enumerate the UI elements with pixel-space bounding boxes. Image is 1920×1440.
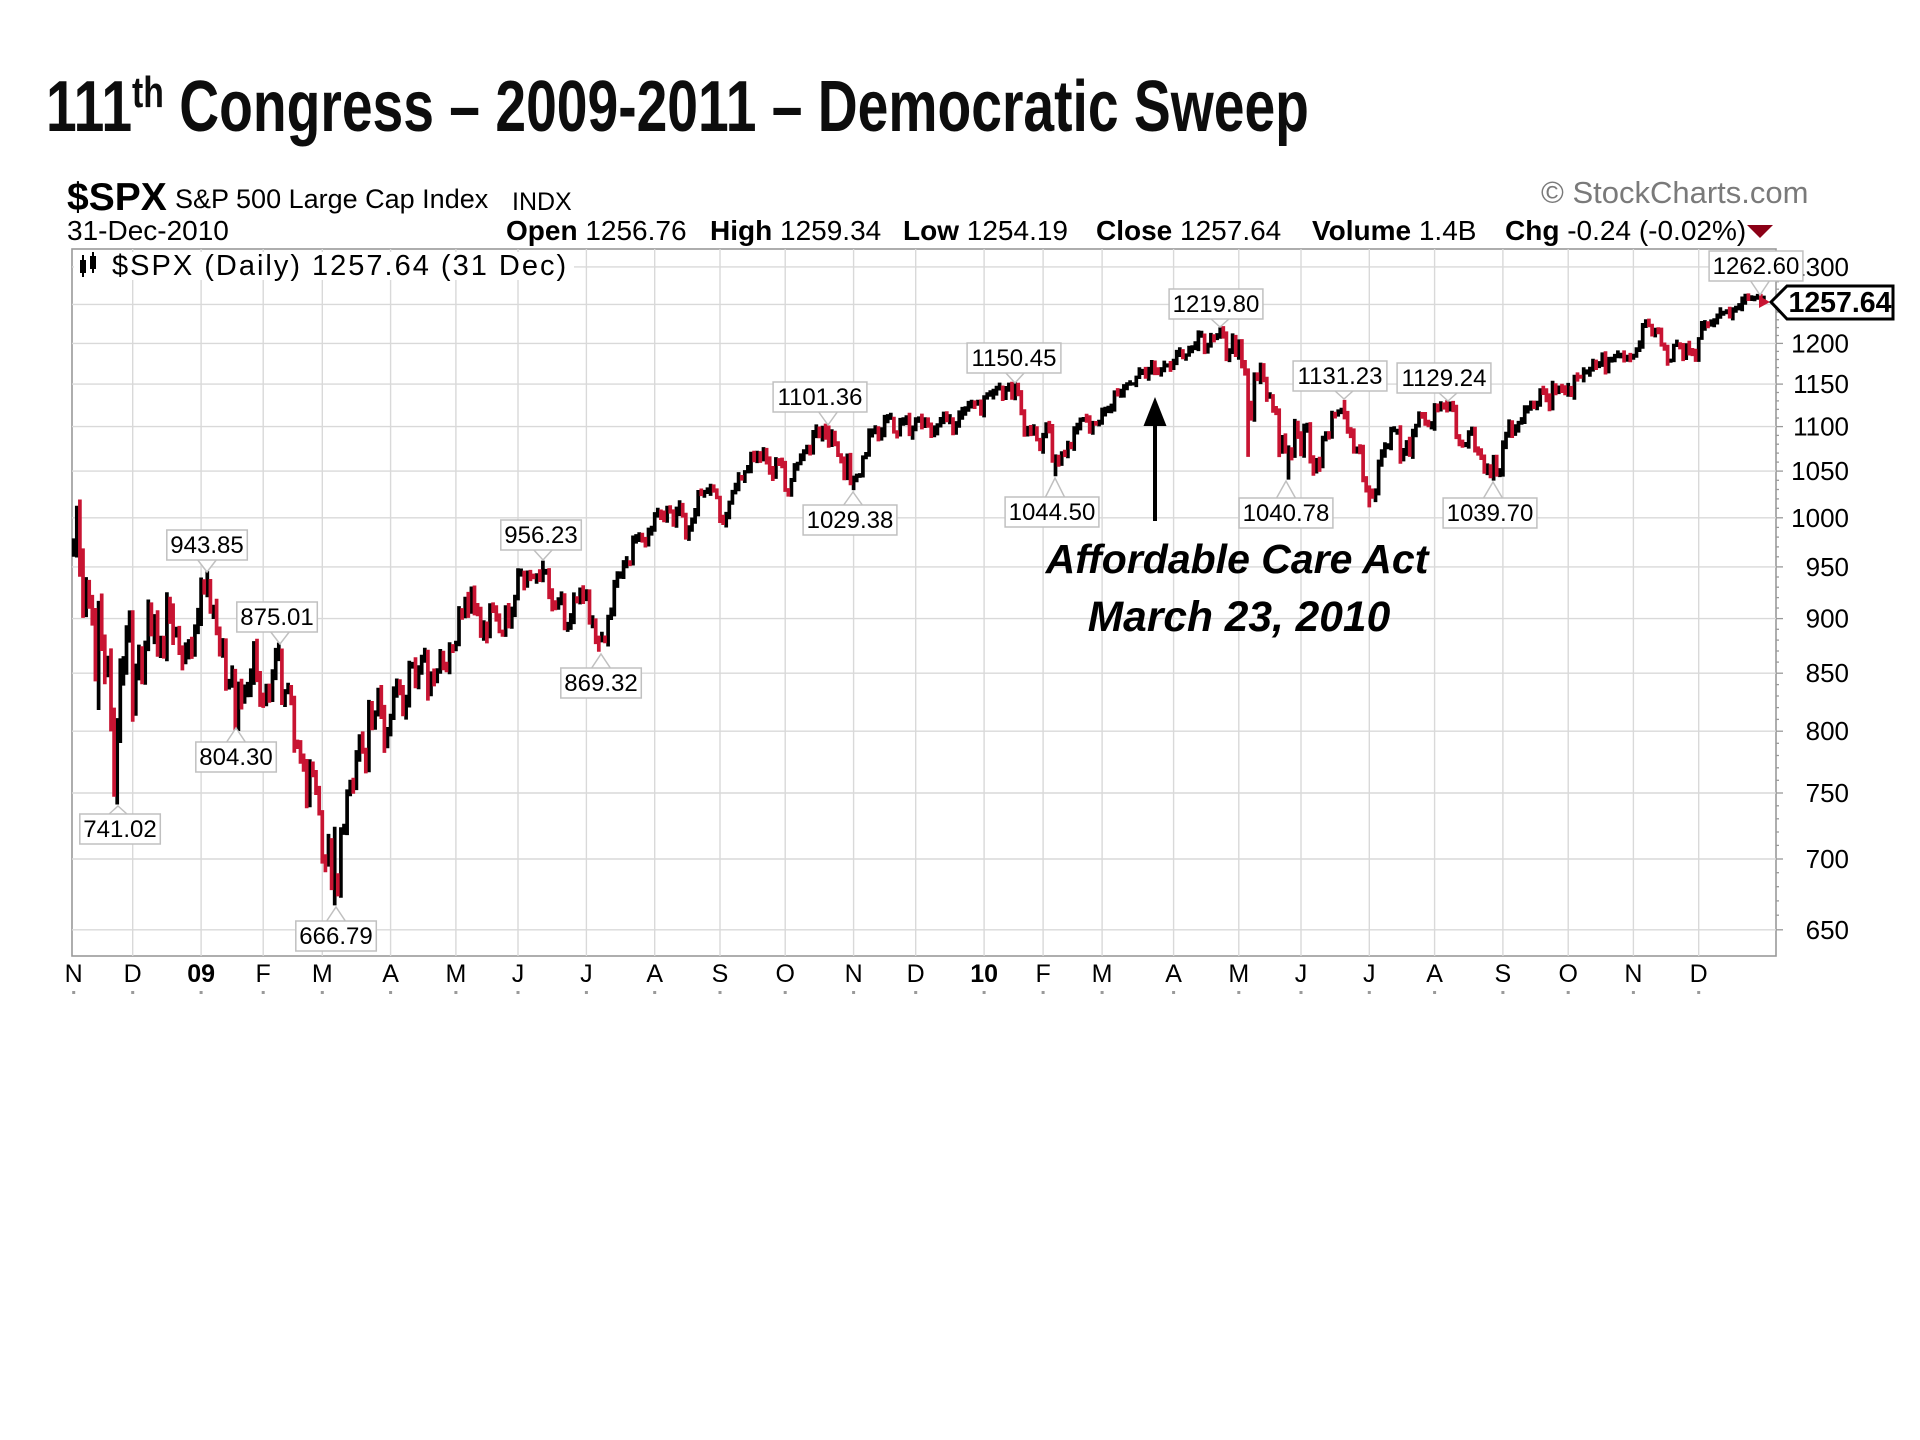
svg-text:1101.36: 1101.36 bbox=[778, 384, 863, 411]
svg-text:900: 900 bbox=[1806, 604, 1849, 634]
svg-text:N: N bbox=[65, 960, 83, 988]
svg-text:956.23: 956.23 bbox=[504, 522, 577, 549]
svg-text:650: 650 bbox=[1806, 915, 1849, 945]
svg-text:O: O bbox=[775, 960, 794, 988]
svg-text:09: 09 bbox=[187, 960, 215, 988]
svg-text:1050: 1050 bbox=[1791, 456, 1849, 486]
svg-text:March 23, 2010: March 23, 2010 bbox=[1088, 594, 1391, 641]
svg-text:869.32: 869.32 bbox=[564, 670, 637, 697]
svg-text:1029.38: 1029.38 bbox=[807, 507, 894, 534]
svg-text:950: 950 bbox=[1806, 552, 1849, 582]
svg-text:D: D bbox=[124, 960, 142, 988]
svg-text:M: M bbox=[445, 960, 466, 988]
svg-text:D: D bbox=[907, 960, 925, 988]
svg-text:1039.70: 1039.70 bbox=[1447, 500, 1534, 527]
svg-text:$SPX (Daily) 1257.64 (31 Dec): $SPX (Daily) 1257.64 (31 Dec) bbox=[112, 250, 568, 282]
svg-text:1262.60: 1262.60 bbox=[1713, 253, 1800, 280]
svg-text:J: J bbox=[580, 960, 593, 988]
svg-text:1040.78: 1040.78 bbox=[1243, 500, 1330, 527]
svg-text:A: A bbox=[1426, 960, 1443, 988]
svg-text:D: D bbox=[1690, 960, 1708, 988]
svg-text:M: M bbox=[1228, 960, 1249, 988]
svg-text:1100: 1100 bbox=[1793, 412, 1849, 442]
svg-text:800: 800 bbox=[1806, 716, 1849, 746]
svg-text:1150.45: 1150.45 bbox=[972, 345, 1057, 372]
svg-text:N: N bbox=[845, 960, 863, 988]
svg-text:M: M bbox=[312, 960, 333, 988]
svg-text:S: S bbox=[712, 960, 729, 988]
svg-text:943.85: 943.85 bbox=[170, 532, 243, 559]
svg-text:1257.64: 1257.64 bbox=[1788, 287, 1891, 319]
svg-text:666.79: 666.79 bbox=[299, 923, 372, 950]
svg-text:875.01: 875.01 bbox=[240, 604, 313, 631]
svg-text:N: N bbox=[1624, 960, 1642, 988]
svg-text:Affordable Care Act: Affordable Care Act bbox=[1045, 536, 1431, 582]
svg-text:A: A bbox=[1165, 960, 1182, 988]
svg-text:10: 10 bbox=[970, 960, 998, 988]
svg-text:F: F bbox=[1035, 960, 1050, 988]
svg-text:J: J bbox=[512, 960, 525, 988]
svg-text:1129.24: 1129.24 bbox=[1402, 365, 1487, 392]
svg-text:1131.23: 1131.23 bbox=[1298, 363, 1383, 390]
svg-text:741.02: 741.02 bbox=[83, 816, 156, 843]
svg-text:1044.50: 1044.50 bbox=[1009, 499, 1096, 526]
svg-text:S: S bbox=[1495, 960, 1512, 988]
svg-text:O: O bbox=[1558, 960, 1577, 988]
svg-text:M: M bbox=[1092, 960, 1113, 988]
svg-text:850: 850 bbox=[1806, 658, 1849, 688]
svg-text:J: J bbox=[1363, 960, 1376, 988]
svg-text:1200: 1200 bbox=[1791, 328, 1849, 358]
svg-text:1150: 1150 bbox=[1793, 369, 1849, 399]
svg-text:F: F bbox=[256, 960, 271, 988]
svg-text:A: A bbox=[382, 960, 399, 988]
svg-text:J: J bbox=[1295, 960, 1308, 988]
svg-text:700: 700 bbox=[1806, 844, 1849, 874]
svg-text:1219.80: 1219.80 bbox=[1173, 291, 1260, 318]
svg-text:750: 750 bbox=[1806, 778, 1849, 808]
svg-text:804.30: 804.30 bbox=[199, 744, 272, 771]
svg-text:1000: 1000 bbox=[1791, 503, 1849, 533]
svg-text:A: A bbox=[646, 960, 663, 988]
